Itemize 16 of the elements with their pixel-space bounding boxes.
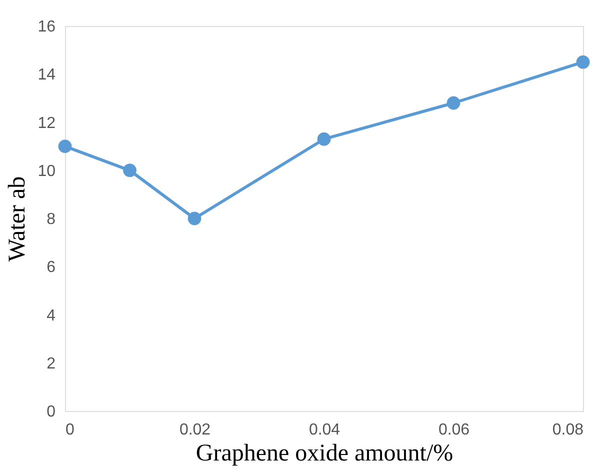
y-tick-label: 8	[46, 211, 56, 228]
x-tick-label: 0.08	[552, 422, 584, 438]
x-tick-label: 0.02	[179, 422, 211, 438]
x-tick-label: 0.06	[438, 422, 470, 438]
x-tick-label: 0.04	[308, 422, 340, 438]
y-tick-label: 2	[46, 355, 56, 372]
y-tick-label: 16	[38, 18, 56, 36]
y-tick-label: 10	[38, 162, 56, 180]
y-tick-label: 4	[46, 307, 56, 324]
y-tick-label: 6	[46, 259, 56, 276]
y-tick-label: 0	[46, 404, 56, 420]
x-axis-title: Graphene oxide amount/%	[196, 440, 454, 466]
y-tick-label: 14	[38, 66, 56, 84]
y-tick-label: 12	[38, 114, 56, 132]
x-tick-label: 0	[66, 422, 74, 438]
y-axis-title: Water ab	[4, 176, 31, 262]
